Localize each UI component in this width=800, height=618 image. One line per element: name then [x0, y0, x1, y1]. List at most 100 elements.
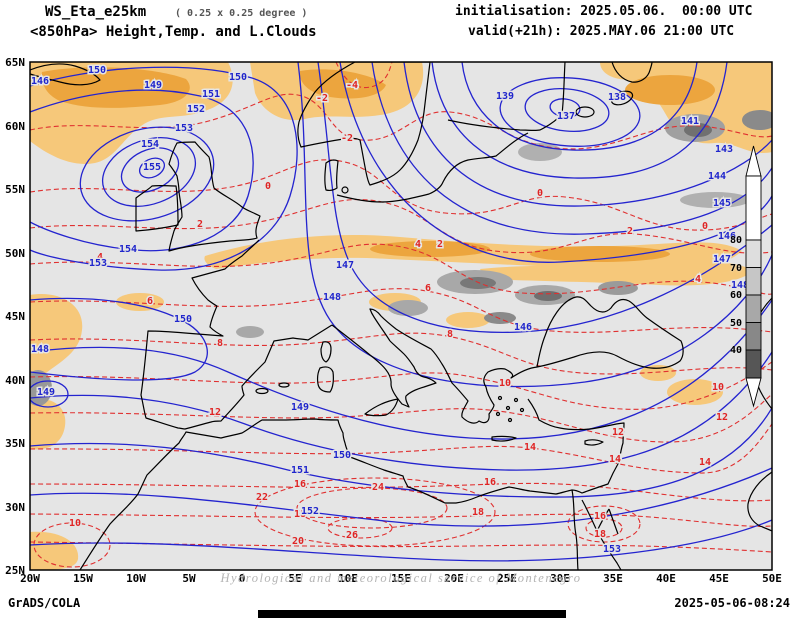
lat-tick-label: 50N [5, 246, 25, 260]
temperature-value-label: 10 [69, 518, 81, 529]
colorbar-tick-label: 80 [729, 235, 742, 246]
height-value-label: 155 [143, 162, 161, 173]
height-value-label: 148 [731, 280, 749, 291]
coastlines [30, 62, 772, 570]
temperature-value-label: 20 [292, 536, 304, 547]
lat-tick-label: 35N [5, 437, 25, 450]
colorbar-tick-label: 50 [729, 317, 742, 329]
height-value-label: 146 [31, 76, 49, 87]
temperature-value-label: 12 [612, 427, 624, 438]
temperature-value-label: 14 [699, 457, 711, 468]
temperature-value-label: 0 [265, 181, 271, 192]
height-value-label: 141 [681, 116, 699, 127]
height-value-label: 152 [187, 104, 205, 115]
temperature-value-label: 26 [346, 530, 358, 541]
grads-credit: GrADS/COLA [8, 596, 81, 610]
height-value-label: 149 [144, 80, 162, 91]
lat-tick-label: 55N [5, 183, 25, 196]
temperature-value-label: 16 [484, 477, 496, 488]
resolution-note: ( 0.25 x 0.25 degree ) [175, 8, 308, 19]
creation-timestamp: 2025-05-06-08:24 [674, 596, 790, 610]
lon-tick-label: 5W [182, 572, 196, 585]
temperature-value-label: 12 [716, 412, 728, 423]
colorbar-tick-label: 70 [729, 262, 742, 274]
lat-tick-label: 45N [5, 310, 25, 323]
lat-tick-label: 60N [5, 119, 25, 133]
temperature-value-label: 16 [294, 479, 306, 490]
temperature-value-label: 2 [627, 226, 633, 237]
lon-tick-label: 25E [497, 572, 517, 585]
height-value-label: 150 [88, 65, 106, 76]
temperature-value-label: 22 [256, 492, 268, 503]
height-value-label: 150 [174, 314, 192, 325]
temperature-value-label: 0 [702, 221, 708, 232]
colorbar-tick-label: 40 [729, 345, 742, 356]
height-value-label: 154 [141, 139, 159, 150]
colorbar-tick-label: 60 [729, 290, 742, 301]
height-value-label: 146 [718, 231, 736, 242]
lat-tick-label: 25N [5, 564, 25, 577]
temperature-value-label: 4 [695, 274, 701, 285]
lon-tick-label: 5E [288, 572, 302, 585]
lon-tick-label: 40E [656, 572, 676, 585]
height-labels: 1461501491511521531541551501391371381411… [30, 64, 751, 557]
lat-tick-label: 65N [5, 56, 25, 69]
height-value-label: 138 [608, 92, 626, 103]
temperature-value-label: 10 [712, 382, 724, 393]
temperature-value-label: 12 [209, 407, 221, 418]
height-value-label: 149 [37, 387, 55, 398]
height-value-label: 148 [323, 292, 341, 303]
height-value-label: 139 [496, 91, 514, 102]
temperature-value-label: 8 [447, 329, 453, 340]
lon-tick-label: 10E [338, 572, 358, 585]
temperature-value-label: 14 [609, 454, 621, 465]
lon-tick-label: 45E [709, 572, 729, 585]
chart-subtitle: <850hPa> Height,Temp. and L.Clouds [30, 24, 317, 40]
lon-tick-label: 20E [444, 572, 464, 585]
temperature-value-label: -4 [346, 80, 358, 91]
lon-tick-label: 35E [603, 572, 623, 585]
height-value-label: 153 [175, 123, 193, 134]
initialisation-time: initialisation: 2025.05.06. 00:00 UTC [455, 4, 753, 19]
temperature-value-label: 18 [594, 529, 606, 540]
temperature-value-label: 14 [524, 442, 536, 453]
height-value-label: 153 [89, 258, 107, 269]
height-value-label: 153 [603, 544, 621, 555]
model-title: WS_Eta_e25km [45, 4, 147, 20]
lon-tick-label: 10W [126, 572, 146, 585]
height-value-label: 148 [31, 344, 49, 355]
temperature-value-label: 0 [537, 188, 543, 199]
temperature-value-label: 18 [472, 507, 484, 518]
map-frame [29, 61, 773, 571]
height-value-label: 146 [514, 322, 532, 333]
cloud-shading-orange [30, 62, 772, 570]
height-value-label: 147 [713, 254, 731, 265]
height-value-label: 152 [301, 506, 319, 517]
temperature-value-label: 18 [294, 509, 306, 520]
temperature-value-label: 4 [415, 239, 421, 250]
temperature-value-label: 6 [425, 283, 431, 294]
lat-tick-label: 30N [5, 500, 25, 514]
lon-tick-label: 15W [73, 572, 93, 585]
colorbar-arrow-down [745, 377, 762, 408]
temperature-value-label: 2 [437, 239, 443, 250]
height-value-label: 150 [333, 450, 351, 461]
bottom-black-bar [258, 610, 566, 618]
temperature-value-label: 6 [147, 296, 153, 307]
temperature-value-label: 8 [217, 338, 223, 349]
height-value-label: 143 [715, 144, 733, 155]
longitude-axis: 20W 15W 10W 5W 0 5E 10E 15E 20E 25E 30E 35E 40E 45E 50… [0, 572, 800, 588]
height-value-label: 137 [557, 111, 575, 122]
height-value-label: 147 [336, 260, 354, 271]
temperature-value-label: 16 [594, 511, 606, 522]
lon-tick-label: 30E [550, 572, 570, 585]
colorbar-labels: 80 70 60 50 40 [712, 0, 742, 618]
lon-tick-label: 50E [762, 572, 782, 585]
height-value-label: 149 [291, 402, 309, 413]
colorbar [745, 145, 762, 408]
height-value-label: 154 [119, 244, 137, 255]
lon-tick-label: 0 [238, 572, 246, 585]
height-value-label: 144 [708, 171, 726, 182]
